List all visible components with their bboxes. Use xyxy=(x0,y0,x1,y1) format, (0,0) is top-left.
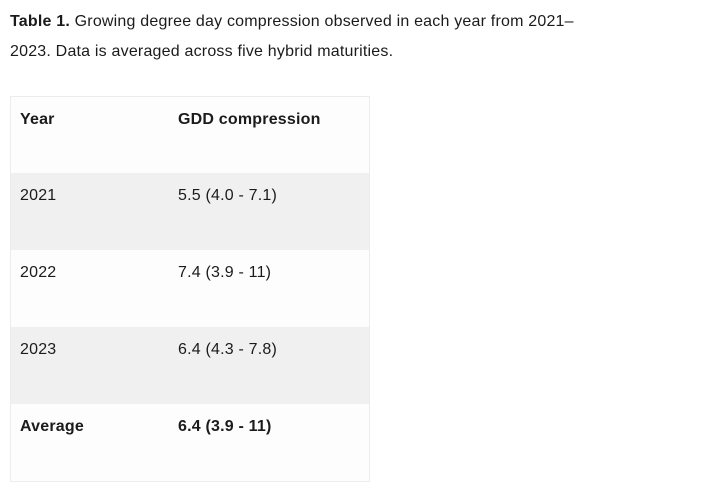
year-cell: Average xyxy=(20,418,84,435)
year-cell: 2023 xyxy=(20,341,57,358)
table-row: 2021 5.5 (4.0 - 7.1) xyxy=(11,173,369,250)
year-cell: 2022 xyxy=(20,264,57,281)
table-caption: Table 1. Growing degree day compression … xyxy=(10,7,698,67)
column-header-gdd-compression: GDD compression xyxy=(178,111,321,128)
caption-line1: Growing degree day compression observed … xyxy=(70,13,574,30)
gdd-compression-table: Year GDD compression 2021 5.5 (4.0 - 7.1… xyxy=(10,96,370,482)
table-row: 2023 6.4 (4.3 - 7.8) xyxy=(11,327,369,404)
value-cell: 5.5 (4.0 - 7.1) xyxy=(178,187,278,204)
table-body: 2021 5.5 (4.0 - 7.1) 2022 7.4 (3.9 - 11)… xyxy=(11,173,369,481)
table-row: Average 6.4 (3.9 - 11) xyxy=(11,404,369,481)
value-cell: 6.4 (3.9 - 11) xyxy=(178,418,272,435)
table-header-row: Year GDD compression xyxy=(11,97,369,173)
value-cell: 7.4 (3.9 - 11) xyxy=(178,264,272,281)
year-cell: 2021 xyxy=(20,187,57,204)
caption-label: Table 1. xyxy=(10,13,70,30)
column-header-year: Year xyxy=(20,111,55,128)
value-cell: 6.4 (4.3 - 7.8) xyxy=(178,341,278,358)
table-row: 2022 7.4 (3.9 - 11) xyxy=(11,250,369,327)
caption-line2: 2023. Data is averaged across five hybri… xyxy=(10,43,394,60)
